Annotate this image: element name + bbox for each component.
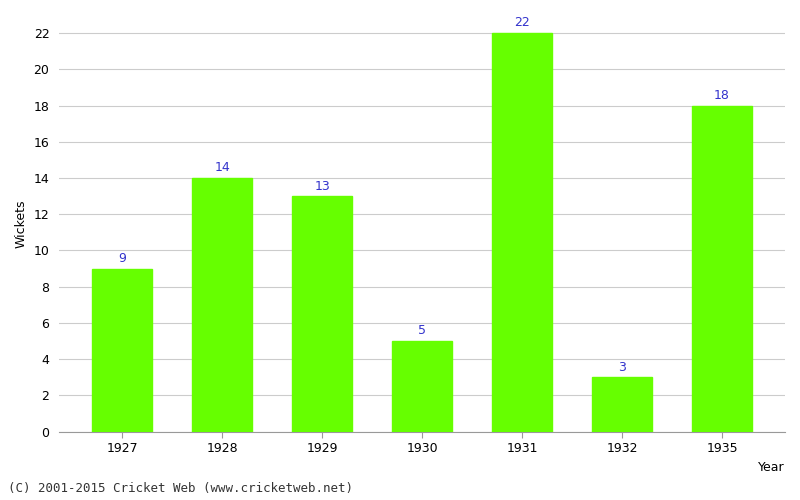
Bar [92,268,152,432]
Text: 3: 3 [618,360,626,374]
Bar [692,106,752,432]
Text: Year: Year [758,460,785,473]
Text: 5: 5 [418,324,426,338]
Text: 18: 18 [714,89,730,102]
Text: 9: 9 [118,252,126,265]
Bar [492,33,552,431]
Bar [292,196,352,432]
Text: 14: 14 [214,162,230,174]
Text: 13: 13 [314,180,330,192]
Bar [392,341,452,432]
Bar [592,377,652,432]
Text: 22: 22 [514,16,530,30]
Text: (C) 2001-2015 Cricket Web (www.cricketweb.net): (C) 2001-2015 Cricket Web (www.cricketwe… [8,482,353,495]
Y-axis label: Wickets: Wickets [15,199,28,248]
Bar [192,178,252,432]
